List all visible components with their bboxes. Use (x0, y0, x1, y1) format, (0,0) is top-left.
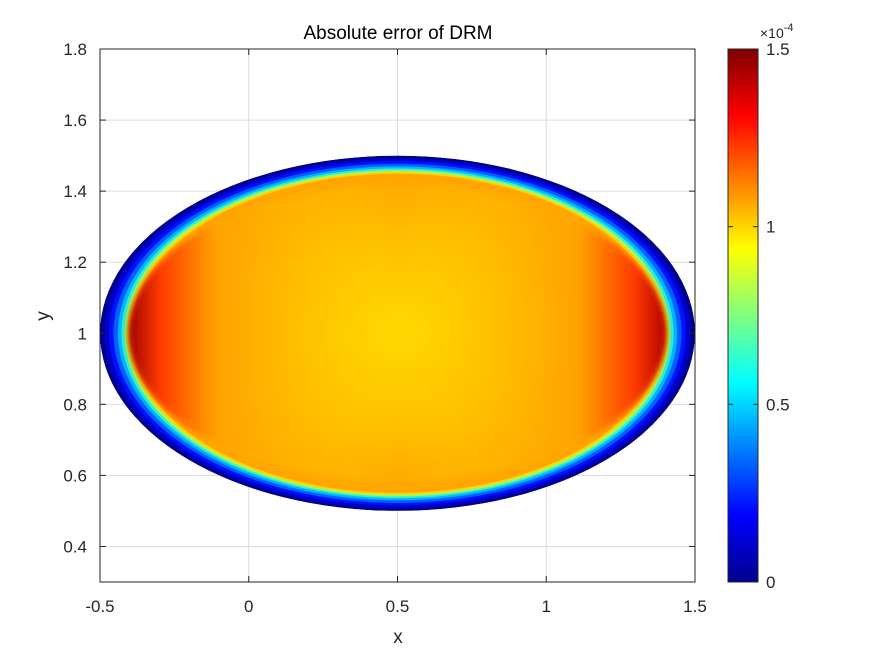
x-axis-label: x (393, 627, 403, 648)
x-tick-label: 1 (542, 597, 551, 616)
y-tick-label: 1.2 (63, 253, 87, 272)
y-tick-label: 0.6 (63, 466, 87, 485)
y-tick-label: 1.8 (63, 40, 87, 59)
colorbar-exponent-base: ×10 (760, 25, 784, 41)
colorbar-ticks (728, 48, 758, 583)
y-tick-label: 0.4 (63, 537, 87, 556)
error-hot-ends (128, 184, 667, 483)
x-tick-label: 0.5 (386, 597, 410, 616)
chart-title: Absolute error of DRM (303, 23, 492, 44)
colorbar-tick-label: 0 (766, 573, 775, 592)
x-tick-label: -0.5 (85, 597, 114, 616)
x-tick-label: 1.5 (683, 597, 707, 616)
colorbar-exponent: ×10-4 (760, 22, 794, 41)
colorbar-tick-label: 1 (766, 218, 775, 237)
y-tick-label: 1.6 (63, 111, 87, 130)
y-tick-labels: 0.4 0.6 0.8 1 1.2 1.4 1.6 1.8 (63, 40, 87, 556)
y-tick-label: 0.8 (63, 395, 87, 414)
colorbar-tick-label: 0.5 (766, 395, 790, 414)
x-tick-label: 0 (244, 597, 253, 616)
colorbar-exponent-power: -4 (784, 22, 794, 34)
y-axis-label: y (33, 311, 54, 321)
axis-ticks (99, 48, 696, 582)
x-tick-labels: -0.5 0 0.5 1 1.5 (85, 597, 706, 616)
y-tick-label: 1 (78, 324, 87, 343)
heatmap-field (100, 155, 695, 511)
colorbar-frame (727, 48, 759, 583)
colorbar (728, 49, 758, 582)
colorbar-tick-label: 1.5 (766, 40, 790, 59)
colorbar-tick-labels: 0 0.5 1 1.5 (766, 40, 790, 592)
y-tick-label: 1.4 (63, 182, 87, 201)
